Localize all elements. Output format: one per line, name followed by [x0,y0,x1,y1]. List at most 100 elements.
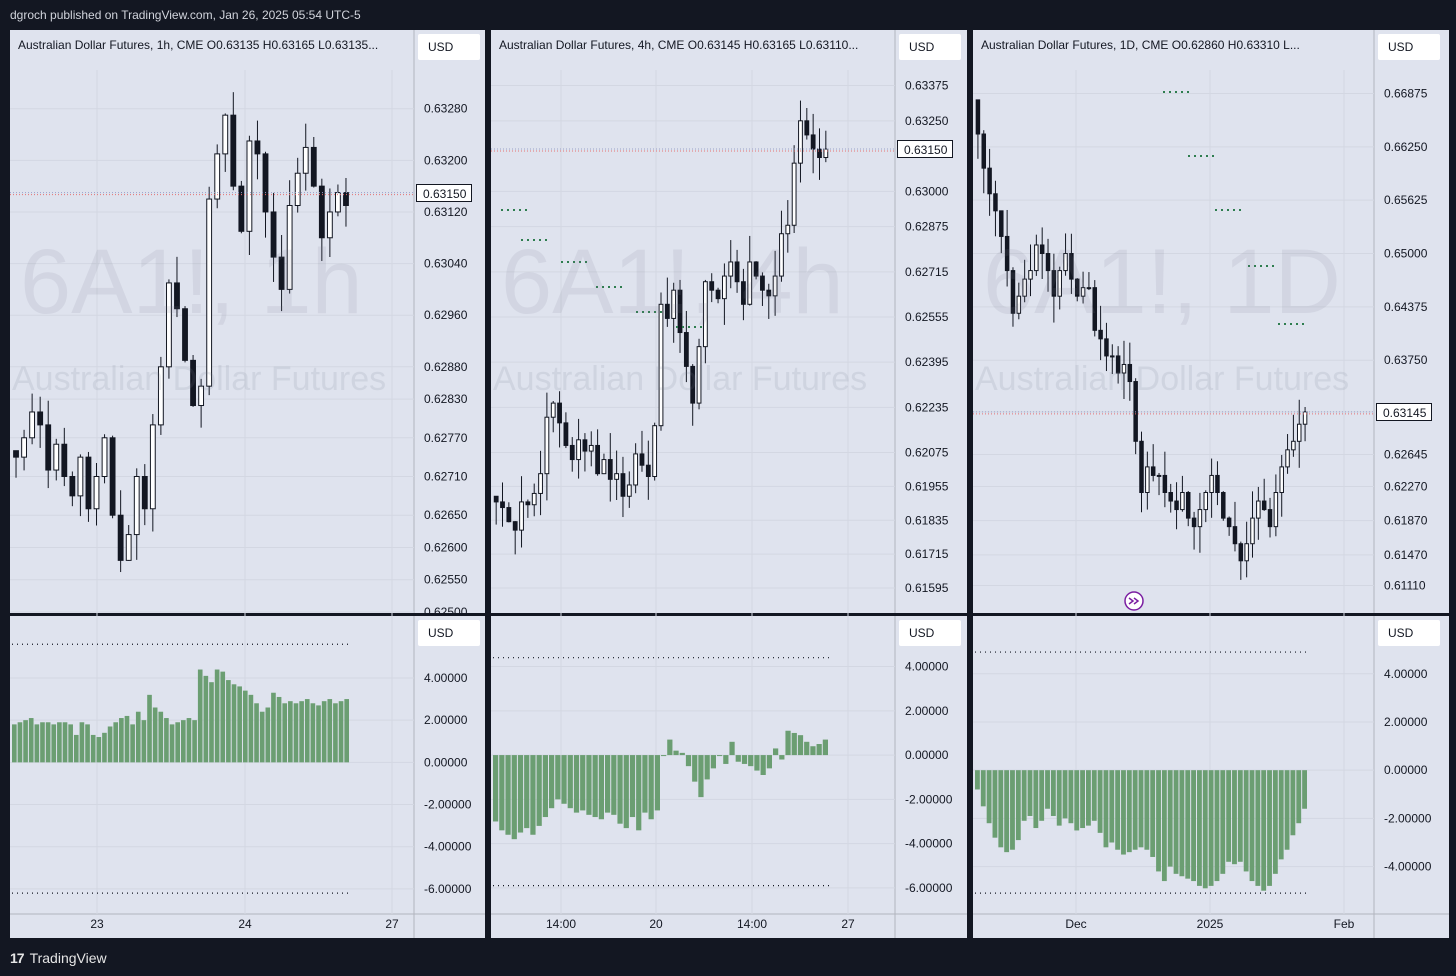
price-tick-label: 0.62875 [905,220,949,234]
osc-currency-badge[interactable]: USD [418,620,480,646]
scroll-to-realtime-icon[interactable] [1124,591,1144,611]
osc-bar [975,770,980,790]
candle [1074,278,1080,297]
candle [93,476,100,510]
trend-marker [1233,209,1235,211]
trend-marker [1206,155,1208,157]
price-tick-label: 0.62960 [424,308,468,322]
candle [1221,492,1226,519]
candle [569,444,575,461]
osc-currency-badge[interactable]: USD [1378,620,1440,646]
candle [206,198,213,387]
candle [760,275,765,291]
candle [246,140,253,232]
trend-marker [1227,209,1229,211]
trend-marker [682,326,684,328]
candle [595,444,601,475]
time-tick-label: 24 [238,917,252,931]
osc-bar [992,770,998,838]
candle [343,192,349,207]
osc-tick-label: 2.00000 [424,713,468,727]
trend-marker [688,326,690,328]
osc-bar [1161,770,1167,882]
tradingview-brand-text: TradingView [29,950,107,966]
price-tick-label: 0.63000 [905,184,949,198]
osc-bar [1261,770,1267,891]
osc-bar [51,724,57,763]
osc-bar [192,720,197,763]
osc-bar [113,722,119,763]
candle [576,439,581,461]
currency-badge[interactable]: USD [899,34,961,60]
chart-title: Australian Dollar Futures, 1h, CME O0.63… [18,38,379,52]
osc-bar [1004,770,1010,853]
osc-bar [629,755,636,818]
osc-currency-badge[interactable]: USD [899,620,961,646]
chart-svg[interactable]: 0.66875 0.66250 0.65625 0.65000 0.64375 0.637… [973,30,1449,938]
osc-bar [186,718,192,763]
last-price-label[interactable]: 0.63145 [1376,402,1432,421]
trend-marker [561,261,563,263]
chart-panel-4h[interactable]: 0.63375 0.63250 0.63000 0.62875 0.62715 0.625… [491,30,967,938]
osc-bar [209,682,214,763]
currency-badge[interactable]: USD [418,34,480,60]
osc-bar [40,722,45,763]
trend-marker [1266,265,1268,267]
osc-bar [321,701,327,763]
time-tick-label: 20 [649,917,663,931]
last-price-label[interactable]: 0.63150 [416,183,472,202]
osc-bar [760,755,766,775]
trend-marker [573,261,575,263]
osc-bar [1086,770,1091,826]
osc-bar [1015,770,1021,841]
osc-bar [986,770,992,824]
chart-panel-1h[interactable]: 0.63280 0.63200 0.63120 0.63040 0.62960 0.628… [10,30,485,938]
osc-bar [1197,770,1202,886]
osc-bar [299,701,304,763]
price-tick-label: 0.61110 [1384,579,1426,593]
candle [1226,517,1232,528]
osc-bar [1214,770,1220,882]
osc-bar [748,755,754,767]
price-tick-label: 0.62600 [424,540,468,554]
candle [607,459,613,480]
last-price-label[interactable]: 0.63150 [897,140,953,159]
chart-svg[interactable]: 0.63375 0.63250 0.63000 0.62875 0.62715 0.625… [491,30,967,938]
trend-marker [700,326,702,328]
tradingview-logo-icon: 17 [10,950,25,966]
candle [133,476,140,536]
chart-panel-1d[interactable]: 0.66875 0.66250 0.65625 0.65000 0.64375 0.637… [973,30,1449,938]
osc-bar [723,755,729,764]
currency-badge[interactable]: USD [1378,34,1440,60]
price-tick-label: 0.62235 [905,400,949,414]
candle [823,148,829,159]
trend-marker [501,209,503,211]
osc-tick-label: -2.00000 [1384,811,1432,825]
pane-separator[interactable] [10,613,485,616]
price-tick-label: 0.62500 [424,605,468,619]
osc-bar [17,722,23,763]
osc-tick-label: 4.00000 [424,671,468,685]
osc-bar [998,770,1004,848]
candle [302,146,309,174]
candle [1016,295,1022,314]
chart-svg[interactable]: 0.63280 0.63200 0.63120 0.63040 0.62960 0.628… [10,30,485,938]
candle [626,484,632,497]
price-tick-label: 0.61870 [1384,514,1428,528]
candle [683,332,689,367]
osc-bar [816,744,822,756]
price-tick-label: 0.62550 [424,573,468,587]
osc-bar [1074,770,1080,831]
osc-bar [536,755,542,826]
candle [166,282,172,368]
price-tick-label: 0.62715 [905,265,949,279]
tradingview-logo[interactable]: 17 TradingView [10,950,107,966]
pane-separator[interactable] [973,613,1449,616]
trend-marker [636,311,638,313]
chart-title: Australian Dollar Futures, 1D, CME O0.62… [981,38,1300,52]
osc-bar [717,755,723,757]
price-tick-label: 0.65625 [1384,193,1428,207]
osc-bar [1050,770,1056,816]
osc-bar [73,734,79,763]
pane-separator[interactable] [491,613,967,616]
